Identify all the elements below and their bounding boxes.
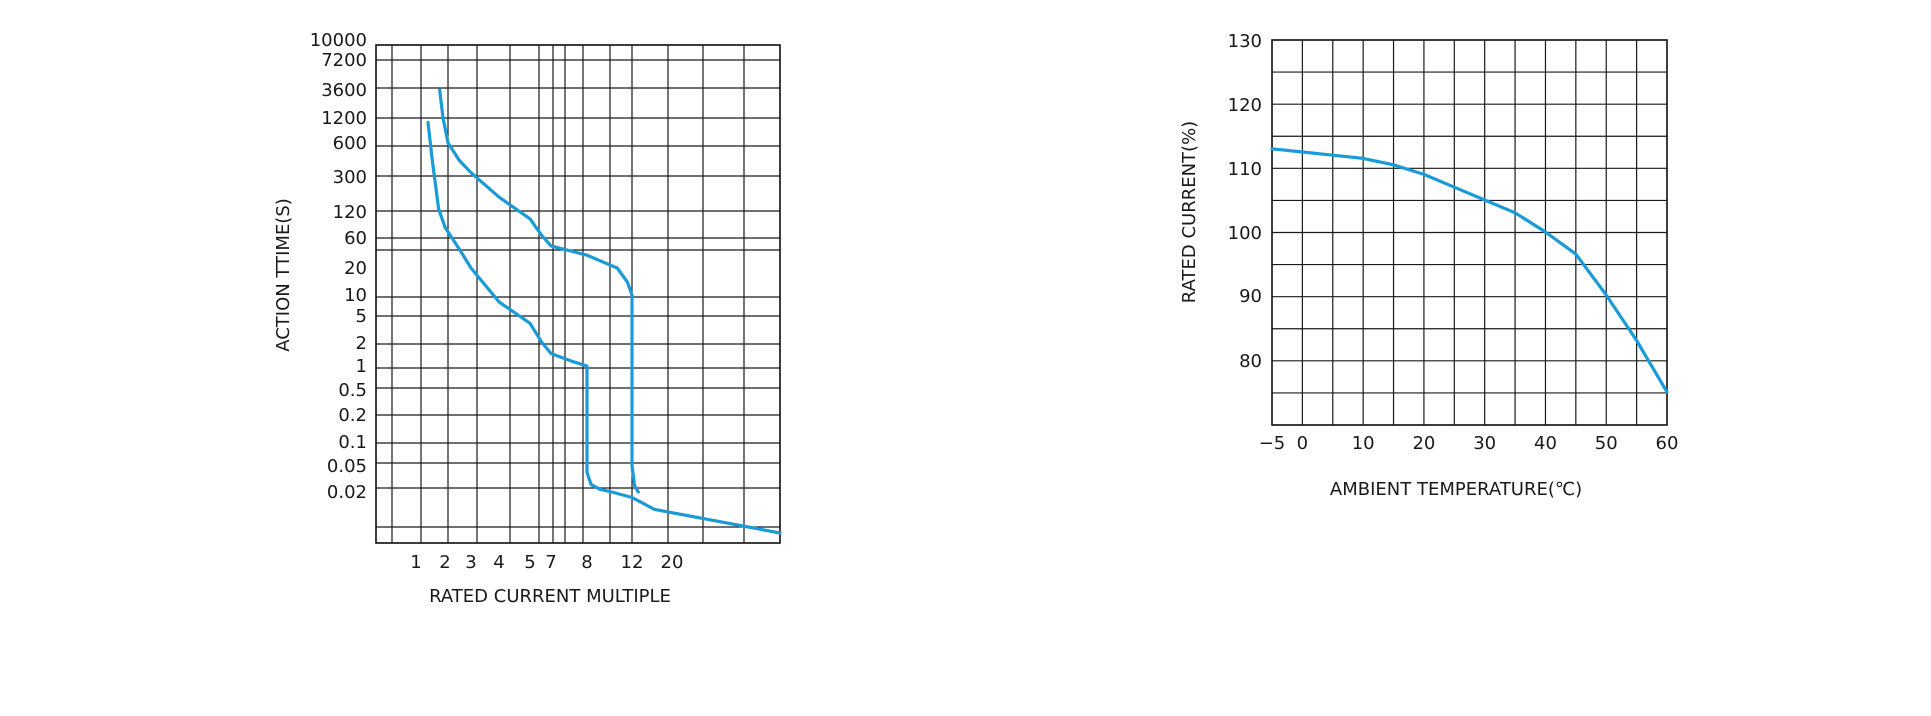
time-current-y-tick-label: 600 — [333, 133, 367, 154]
temperature-derating-y-tick-label: 110 — [1228, 159, 1262, 180]
time-current-y-tick-label: 7200 — [321, 50, 367, 71]
temperature-derating-y-tick-label: 120 — [1228, 95, 1262, 116]
temperature-derating-grid — [1271, 39, 1668, 426]
temperature-derating-x-tick-label: 40 — [1534, 433, 1557, 454]
time-current-y-tick-label: 0.1 — [338, 432, 367, 453]
time-current-x-tick-label: 7 — [545, 552, 556, 573]
time-current-x-tick-label: 2 — [439, 552, 450, 573]
fast-trip-curve — [426, 120, 782, 535]
temperature-derating-x-axis-title: AMBIENT TEMPERATURE(℃) — [1330, 479, 1582, 500]
time-current-x-tick-label: 20 — [661, 552, 684, 573]
time-current-plot-frame — [375, 44, 781, 544]
time-current-y-tick-label: 0.05 — [327, 456, 367, 477]
temperature-derating-y-axis-title: RATED CURRENT(%) — [1179, 121, 1200, 303]
time-current-y-tick-label: 0.2 — [338, 405, 367, 426]
time-current-x-tick-label: 1 — [410, 552, 421, 573]
temperature-derating-x-tick-label: 30 — [1473, 433, 1496, 454]
time-current-x-tick-label: 5 — [524, 552, 535, 573]
time-current-y-tick-label: 300 — [333, 167, 367, 188]
time-current-y-tick-label: 60 — [344, 228, 367, 249]
temperature-derating-x-tick-label: 10 — [1352, 433, 1375, 454]
temperature-derating-y-tick-label: 100 — [1228, 223, 1262, 244]
temperature-derating-chart: 130 120 110 100 90 80 −5 0 10 20 30 40 50 60 AMBIENT… — [1179, 31, 1678, 500]
temperature-derating-x-tick-label: 60 — [1656, 433, 1679, 454]
time-current-y-axis-title: ACTION TTIME(S) — [273, 198, 294, 352]
time-current-grid — [375, 44, 781, 544]
temperature-derating-x-tick-labels: −5 0 10 20 30 40 50 60 — [1259, 433, 1679, 454]
temperature-derating-y-tick-labels: 130 120 110 100 90 80 — [1228, 31, 1262, 372]
time-current-y-tick-label: 1 — [356, 356, 367, 377]
time-current-x-tick-labels: 1 2 3 4 5 7 8 12 20 — [410, 552, 683, 573]
temperature-derating-curves — [1270, 147, 1669, 394]
time-current-x-tick-label: 8 — [581, 552, 592, 573]
time-current-y-tick-label: 20 — [344, 258, 367, 279]
temperature-derating-plot-frame — [1271, 39, 1668, 426]
time-current-x-tick-label: 12 — [621, 552, 644, 573]
time-current-x-tick-label: 4 — [493, 552, 504, 573]
temperature-derating-y-tick-label: 130 — [1228, 31, 1262, 52]
time-current-y-tick-label: 0.02 — [327, 482, 367, 503]
time-current-y-tick-label: 2 — [356, 333, 367, 354]
time-current-chart: 100007200360012006003001206020105210.50.… — [273, 30, 782, 607]
time-current-x-tick-label: 3 — [465, 552, 476, 573]
time-current-y-tick-label: 10 — [344, 285, 367, 306]
time-current-y-tick-label: 10000 — [310, 30, 367, 51]
temperature-derating-y-tick-label: 80 — [1239, 351, 1262, 372]
temperature-derating-y-tick-label: 90 — [1239, 286, 1262, 307]
temperature-derating-x-tick-label: 20 — [1412, 433, 1435, 454]
time-current-y-tick-label: 0.5 — [338, 380, 367, 401]
temperature-derating-x-tick-label: 0 — [1297, 433, 1308, 454]
time-current-y-tick-label: 120 — [333, 202, 367, 223]
temperature-derating-x-tick-label: 50 — [1595, 433, 1618, 454]
slow-trip-curve — [438, 88, 640, 494]
time-current-y-tick-label: 3600 — [321, 80, 367, 101]
temperature-derating-x-tick-label: −5 — [1259, 433, 1286, 454]
time-current-y-tick-label: 5 — [356, 306, 367, 327]
time-current-curves — [426, 88, 782, 535]
time-current-x-axis-title: RATED CURRENT MULTIPLE — [429, 586, 671, 607]
derating-curve — [1270, 147, 1669, 394]
time-current-y-tick-label: 1200 — [321, 108, 367, 129]
